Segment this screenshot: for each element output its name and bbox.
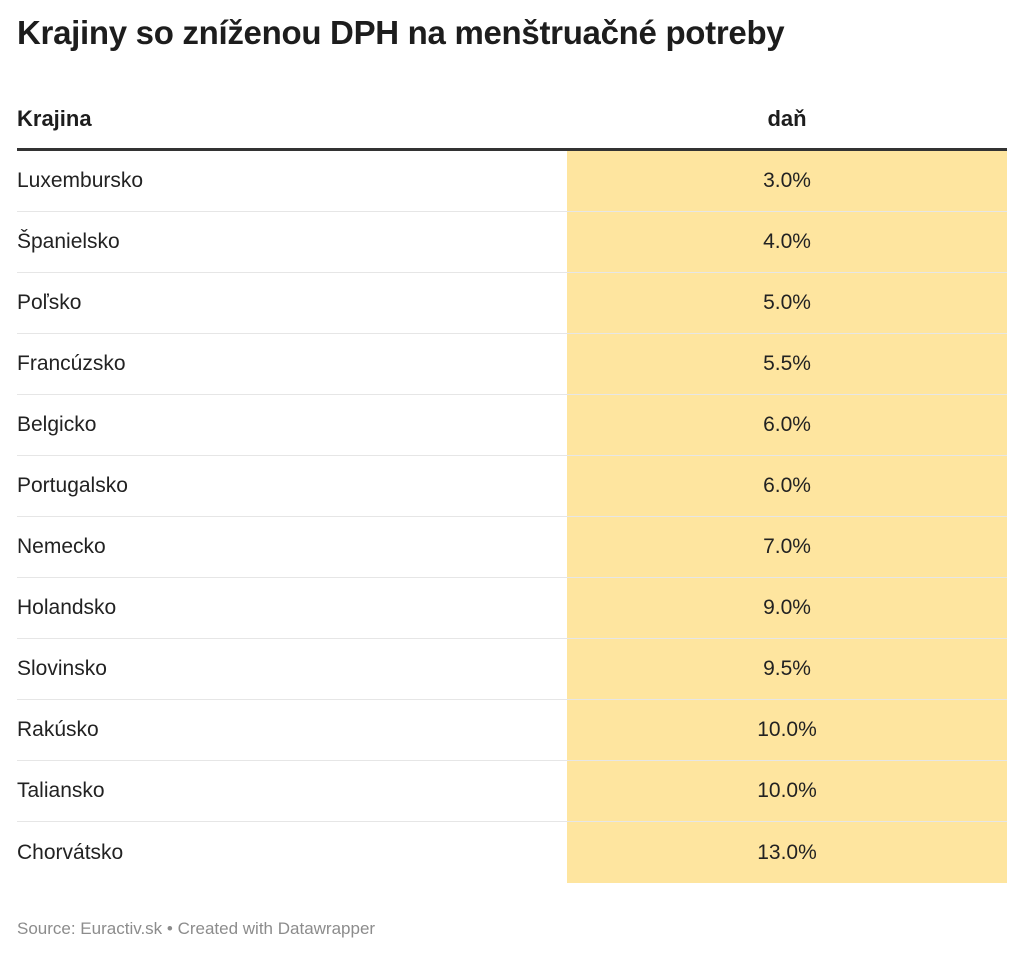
country-cell: Chorvátsko xyxy=(17,840,124,864)
table-row: Španielsko 4.0% xyxy=(17,212,1007,273)
country-cell: Holandsko xyxy=(17,596,117,619)
table-row: Chorvátsko 13.0% xyxy=(17,822,1007,883)
country-cell: Slovinsko xyxy=(17,657,107,680)
chart-title: Krajiny so zníženou DPH na menštruačné p… xyxy=(17,14,785,51)
country-cell: Portugalsko xyxy=(17,474,128,497)
country-cell: Taliansko xyxy=(17,779,105,802)
tax-cell: 10.0% xyxy=(567,761,1007,821)
column-header-tax[interactable]: daň xyxy=(767,106,807,131)
table-row: Francúzsko 5.5% xyxy=(17,334,1007,395)
country-cell: Poľsko xyxy=(17,291,82,314)
tax-cell: 9.0% xyxy=(567,578,1007,638)
tax-cell: 5.5% xyxy=(567,334,1007,394)
tax-cell: 9.5% xyxy=(567,639,1007,699)
country-cell: Nemecko xyxy=(17,535,106,558)
country-cell: Rakúsko xyxy=(17,718,99,741)
table-row: Nemecko 7.0% xyxy=(17,517,1007,578)
tax-cell: 13.0% xyxy=(567,822,1007,883)
tax-cell: 4.0% xyxy=(567,212,1007,272)
country-cell: Luxembursko xyxy=(17,169,144,192)
table-row: Luxembursko 3.0% xyxy=(17,151,1007,212)
tax-cell: 6.0% xyxy=(567,395,1007,455)
data-table: Krajina daň Luxembursko 3.0% Španielsko 4.0… xyxy=(17,98,1007,883)
tax-cell: 10.0% xyxy=(567,700,1007,760)
table-header: Krajina daň xyxy=(17,98,1007,151)
table-row: Belgicko 6.0% xyxy=(17,395,1007,456)
tax-cell: 3.0% xyxy=(567,151,1007,211)
tax-cell: 5.0% xyxy=(567,273,1007,333)
country-cell: Belgicko xyxy=(17,413,97,436)
table-row: Poľsko 5.0% xyxy=(17,273,1007,334)
country-cell: Francúzsko xyxy=(17,352,126,375)
tax-cell: 6.0% xyxy=(567,456,1007,516)
table-row: Portugalsko 6.0% xyxy=(17,456,1007,517)
table-body: Luxembursko 3.0% Španielsko 4.0% Poľsko 5.0% F… xyxy=(17,151,1007,883)
column-header-country[interactable]: Krajina xyxy=(17,106,92,131)
country-cell: Španielsko xyxy=(17,230,120,253)
table-row: Holandsko 9.0% xyxy=(17,578,1007,639)
tax-cell: 7.0% xyxy=(567,517,1007,577)
table-row: Rakúsko 10.0% xyxy=(17,700,1007,761)
table-row: Taliansko 10.0% xyxy=(17,761,1007,822)
source-footer: Source: Euractiv.sk • Created with Dataw… xyxy=(17,919,376,938)
table-row: Slovinsko 9.5% xyxy=(17,639,1007,700)
